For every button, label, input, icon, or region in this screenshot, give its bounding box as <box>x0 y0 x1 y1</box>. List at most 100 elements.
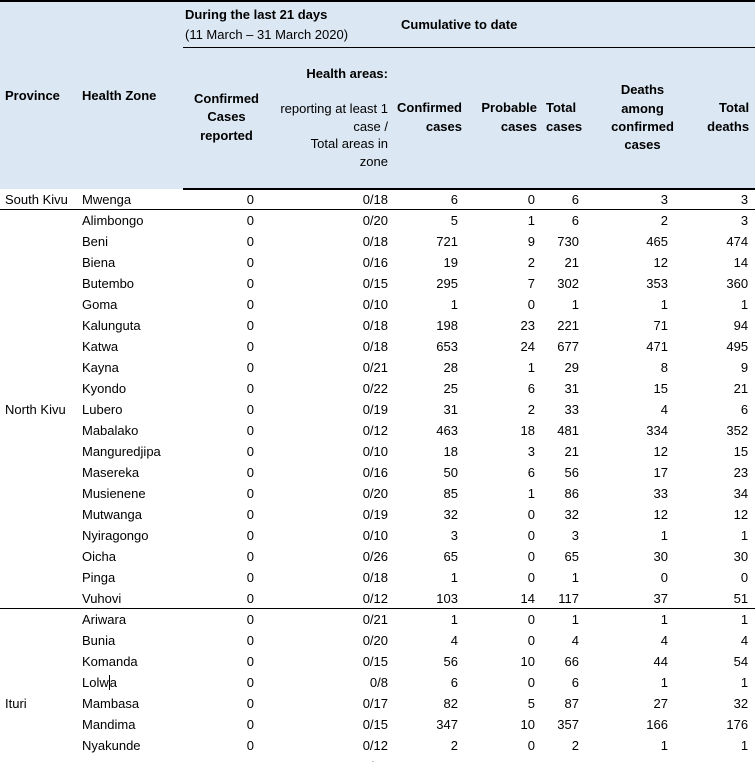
zone-cell: Nyiragongo <box>82 527 149 543</box>
table-header: Province Health Zone During the last 21 … <box>0 1 755 190</box>
zone-cell: Musienene <box>82 485 146 501</box>
value-cell: 0/20 <box>362 213 388 229</box>
value-cell: 0/17 <box>362 695 388 711</box>
value-cell: 0/18 <box>362 569 388 585</box>
province-cell: North Kivu <box>5 401 66 417</box>
value-cell: 463 <box>436 422 458 438</box>
zone-cell: Oicha <box>82 548 116 564</box>
value-cell: 85 <box>443 485 458 501</box>
value-cell: 44 <box>653 653 668 669</box>
value-cell: 0/10 <box>362 527 388 543</box>
value-cell: 0 <box>527 569 535 585</box>
value-cell: 465 <box>646 233 668 249</box>
value-cell: 24 <box>520 338 535 354</box>
value-cell: 0/20 <box>362 632 388 648</box>
zone-cell: Mwenga <box>80 188 183 211</box>
zone-cell: Mutwanga <box>82 506 142 522</box>
value-cell: 0 <box>246 506 254 522</box>
table-row: Pinga 0 0/18 1 0 1 0 0 <box>0 567 755 588</box>
table-row: Lolwa 0 0/8 6 0 6 1 1 <box>0 672 755 693</box>
value-cell: 0 <box>246 359 254 375</box>
value-cell: 2 <box>660 213 668 229</box>
value-cell: 0 <box>246 338 254 354</box>
value-cell: 1 <box>660 612 668 628</box>
zone-cell: Beni <box>82 233 109 249</box>
value-cell: 0 <box>527 737 535 753</box>
province-cell <box>0 546 80 567</box>
col-header-health-areas: Health areas: reporting at least 1 case … <box>280 47 392 190</box>
col-header-total-cases: Total cases <box>540 47 588 190</box>
value-cell: 8 <box>660 359 668 375</box>
value-cell: 0 <box>467 188 540 211</box>
zone-cell: Kyondo <box>82 380 127 396</box>
value-cell: 4 <box>571 632 579 648</box>
table-row: Nyakunde 0 0/12 2 0 2 1 1 <box>0 735 755 756</box>
value-cell: 18 <box>443 443 458 459</box>
value-cell: 0/18 <box>280 188 392 211</box>
value-cell: 12 <box>653 443 668 459</box>
value-cell: 6 <box>392 188 467 211</box>
value-cell: 21 <box>564 443 579 459</box>
province-cell <box>0 630 80 651</box>
value-cell: 2 <box>527 401 535 417</box>
value-cell: 6 <box>740 401 749 417</box>
value-cell: 0/8 <box>369 674 388 690</box>
value-cell: 4 <box>660 632 668 648</box>
value-cell: 65 <box>443 548 458 564</box>
value-cell: 1 <box>450 296 458 312</box>
value-cell: 1 <box>571 569 579 585</box>
value-cell: 6 <box>450 674 458 690</box>
value-cell: 0 <box>246 233 254 249</box>
value-cell: 21 <box>564 254 579 270</box>
zone-cell: Kayna <box>82 359 119 375</box>
value-cell: 6 <box>571 674 579 690</box>
province-cell: South Kivu <box>0 188 80 211</box>
value-cell: 677 <box>557 338 579 354</box>
zone-cell: Manguredjipa <box>82 443 161 459</box>
value-cell: 1 <box>660 527 668 543</box>
zone-cell: Butembo <box>82 275 135 291</box>
value-cell: 19 <box>443 254 458 270</box>
value-cell: 0 <box>246 548 254 564</box>
value-cell: 4 <box>683 756 755 762</box>
table-row: North Kivu Lubero 0 0/19 31 2 33 4 6 <box>0 399 755 420</box>
value-cell: 0 <box>246 653 254 669</box>
col-header-probable-cases: Probable cases <box>467 47 540 190</box>
value-cell: 481 <box>557 422 579 438</box>
value-cell: 0/15 <box>362 275 388 291</box>
value-cell: 3 <box>450 527 458 543</box>
value-cell: 0 <box>246 632 254 648</box>
value-cell: 0 <box>527 506 535 522</box>
value-cell: 3 <box>571 527 579 543</box>
value-cell: 0/15 <box>362 716 388 732</box>
value-cell: 357 <box>557 716 579 732</box>
value-cell: 3 <box>683 188 755 211</box>
value-cell: 198 <box>436 317 458 333</box>
value-cell: 12 <box>733 506 749 522</box>
table-row: Komanda 0 0/15 56 10 66 44 54 <box>0 651 755 672</box>
value-cell: 87 <box>564 695 579 711</box>
value-cell: 0 <box>527 632 535 648</box>
value-cell: 3 <box>588 756 683 762</box>
value-cell: 0 <box>246 401 254 417</box>
value-cell: 32 <box>733 695 749 711</box>
value-cell: 21 <box>733 380 749 396</box>
value-cell: 360 <box>726 275 749 291</box>
value-cell: 6 <box>540 188 588 211</box>
value-cell: 0 <box>246 275 254 291</box>
value-cell: 0 <box>246 464 254 480</box>
value-cell: 14 <box>733 254 749 270</box>
value-cell: 353 <box>646 275 668 291</box>
value-cell: 0 <box>246 674 254 690</box>
value-cell: 94 <box>733 317 749 333</box>
value-cell: 0 <box>246 422 254 438</box>
col-header-total-deaths: Total deaths <box>683 47 755 190</box>
value-cell: 6 <box>527 464 535 480</box>
value-cell: 1 <box>450 612 458 628</box>
value-cell: 334 <box>646 422 668 438</box>
province-cell <box>0 714 80 735</box>
zone-cell: Alimbongo <box>82 213 144 229</box>
table-row: Katwa 0 0/18 653 24 677 471 495 <box>0 336 755 357</box>
table-row: Nyiragongo 0 0/10 3 0 3 1 1 <box>0 525 755 546</box>
value-cell: 6 <box>527 380 535 396</box>
